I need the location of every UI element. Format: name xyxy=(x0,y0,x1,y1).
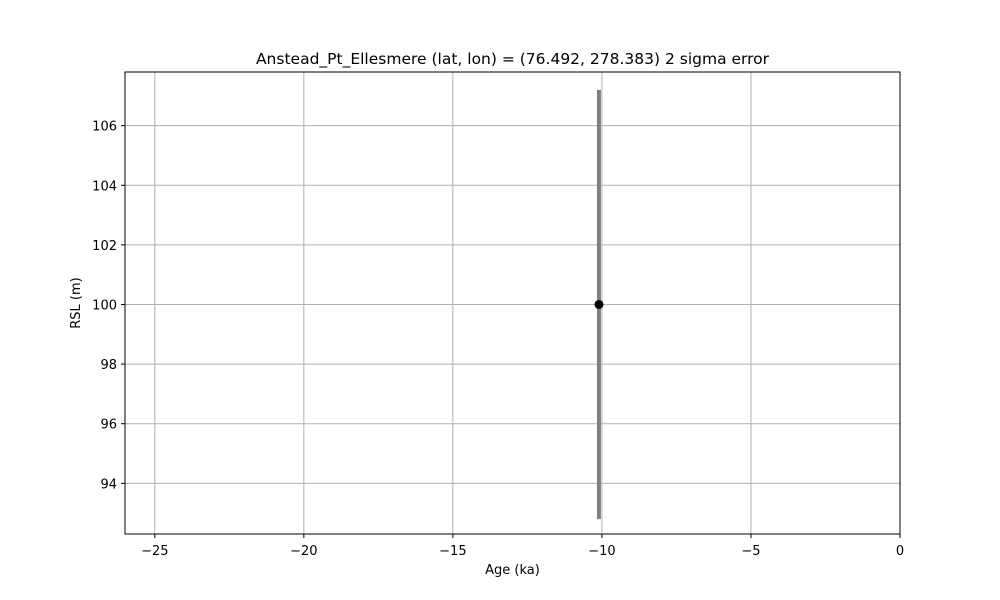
y-tick-label: 100 xyxy=(92,298,117,313)
ticks: −25 −20 −15 −10 −5 0 94 96 98 100 102 104 106 xyxy=(92,120,904,559)
y-tick-label: 104 xyxy=(92,179,117,194)
y-tick-label: 96 xyxy=(100,418,117,433)
axes-frame xyxy=(124,71,901,535)
x-tick-label: −25 xyxy=(141,544,168,559)
y-axis-label: RSL (m) xyxy=(69,277,84,328)
y-tick-label: 102 xyxy=(92,239,117,254)
data-point xyxy=(594,299,604,309)
chart-title: Anstead_Pt_Ellesmere (lat, lon) = (76.49… xyxy=(256,50,770,69)
y-tick-label: 98 xyxy=(100,358,117,373)
x-tick-label: −10 xyxy=(588,544,615,559)
x-tick-label: 0 xyxy=(896,544,904,559)
y-tick-label: 94 xyxy=(100,477,117,492)
y-tick-label: 106 xyxy=(92,120,117,135)
x-tick-label: −5 xyxy=(741,544,760,559)
x-axis-label: Age (ka) xyxy=(485,563,540,578)
x-tick-label: −15 xyxy=(439,544,466,559)
data-layer xyxy=(594,89,604,520)
x-tick-label: −20 xyxy=(290,544,317,559)
